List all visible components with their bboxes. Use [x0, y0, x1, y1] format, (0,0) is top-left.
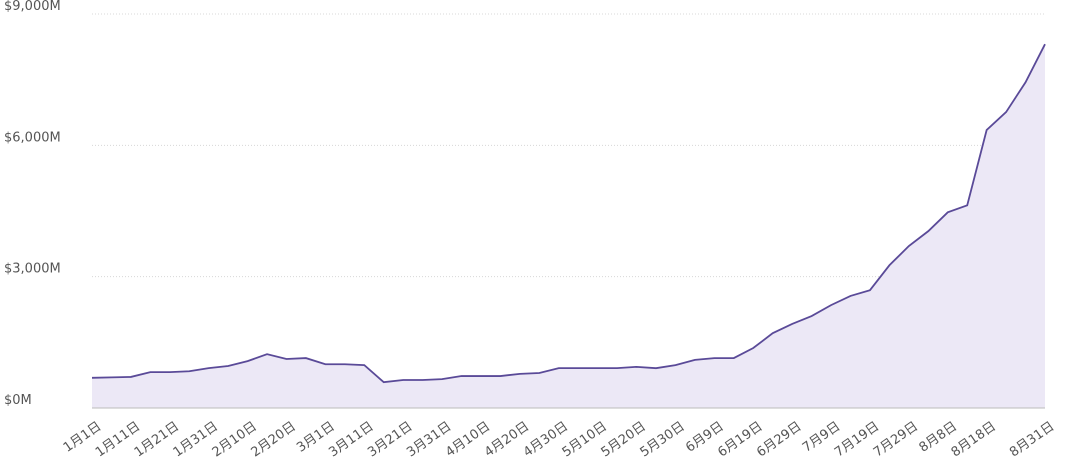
- x-tick-label: 5月30日: [638, 419, 688, 460]
- x-tick-label: 2月20日: [249, 419, 299, 460]
- x-tick-label: 7月29日: [871, 419, 921, 460]
- x-tick-label: 8月18日: [949, 419, 999, 460]
- y-tick-label: $6,000M: [4, 130, 61, 145]
- area-fill: [92, 44, 1045, 408]
- line: [91, 43, 1046, 384]
- y-tick-label: $3,000M: [4, 262, 61, 277]
- y-tick-label: $0M: [4, 393, 32, 408]
- y-tick-label: $9,000M: [4, 0, 61, 14]
- x-tick-label: 6月29日: [754, 419, 804, 460]
- x-tick-label: 8月31日: [1007, 419, 1057, 460]
